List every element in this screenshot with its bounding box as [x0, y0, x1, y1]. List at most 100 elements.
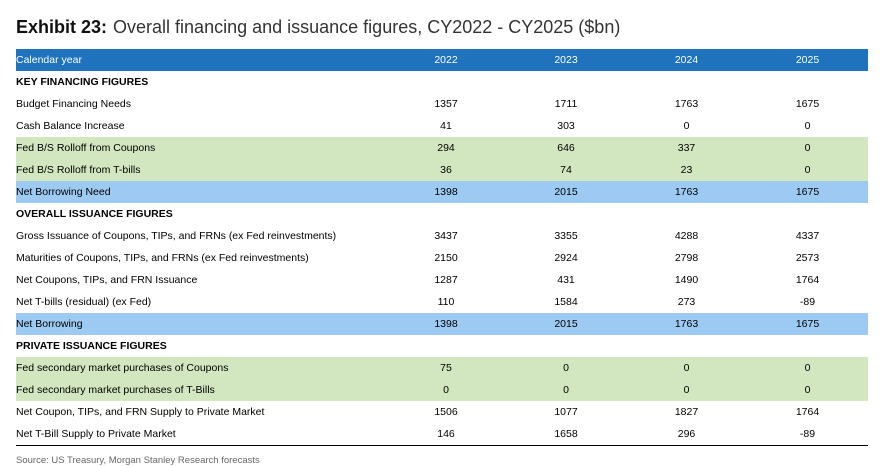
cell-2024: 273	[677, 296, 696, 308]
table-row: Net Coupons, TIPs, and FRN Issuance 1287 4…	[16, 269, 868, 291]
exhibit-subtitle: Overall financing and issuance figures, …	[113, 17, 621, 37]
cell-2023: 0	[563, 362, 569, 374]
cell-2023: 2015	[554, 186, 578, 198]
row-label: Fed B/S Rolloff from Coupons	[16, 142, 156, 154]
cell-2024: 1763	[674, 186, 699, 198]
cell-2025: -89	[799, 296, 816, 308]
cell-2023: 1711	[554, 98, 578, 110]
header-calendar-year: Calendar year	[16, 54, 82, 66]
cell-2023: 1658	[506, 423, 626, 446]
cell-2022: 1398	[434, 318, 458, 330]
cell-2024: 23	[680, 164, 693, 176]
row-label: Gross Issuance of Coupons, TIPs, and FRN…	[16, 230, 337, 242]
row-label: Maturities of Coupons, TIPs, and FRNs (e…	[16, 252, 309, 264]
cell-2023: 3355	[554, 230, 578, 242]
cell-2024: 337	[677, 142, 696, 154]
cell-2025: 2573	[795, 252, 820, 264]
table-row: Net T-Bill Supply to Private Market 146 16…	[16, 423, 868, 446]
table-row: Fed B/S Rolloff from T-bills 36 74 23 0	[16, 159, 868, 181]
table-row: Maturities of Coupons, TIPs, and FRNs (e…	[16, 247, 868, 269]
table-row: Net Borrowing Need 1398 2015 1763 1675	[16, 181, 868, 203]
cell-2024: 1763	[674, 98, 699, 110]
table-row: Gross Issuance of Coupons, TIPs, and FRN…	[16, 225, 868, 247]
cell-2024	[626, 71, 747, 93]
cell-2022: 1357	[434, 98, 458, 110]
table-header-row: Calendar year 2022 2023 2024 2025	[16, 49, 868, 71]
cell-2025: 0	[804, 142, 811, 154]
cell-2024: 1763	[674, 318, 699, 330]
row-label: Cash Balance Increase	[16, 120, 125, 132]
header-year-2023: 2023	[554, 54, 578, 66]
row-label: Budget Financing Needs	[16, 98, 131, 110]
table-row: Net Borrowing 1398 2015 1763 1675	[16, 313, 868, 335]
cell-2022	[386, 71, 506, 93]
cell-2025: 1675	[795, 186, 820, 198]
cell-2025: 1675	[795, 318, 820, 330]
cell-2024: 296	[626, 423, 747, 446]
cell-2025: 0	[804, 362, 811, 374]
cell-2024: 2798	[674, 252, 699, 264]
cell-2023: 1584	[554, 296, 578, 308]
cell-2022: 1506	[434, 406, 458, 418]
cell-2025: -89	[747, 423, 868, 446]
cell-2022: 75	[440, 362, 452, 374]
cell-2022	[386, 335, 506, 357]
table-row: Fed B/S Rolloff from Coupons 294 646 337 0	[16, 137, 868, 159]
cell-2025: 0	[804, 164, 811, 176]
cell-2022: 41	[440, 120, 452, 132]
section-header-row: PRIVATE ISSUANCE FIGURES	[16, 335, 868, 357]
cell-2022: 0	[443, 384, 449, 396]
cell-2022: 294	[437, 142, 455, 154]
cell-2023	[506, 335, 626, 357]
cell-2023	[506, 71, 626, 93]
source-note: Source: US Treasury, Morgan Stanley Rese…	[16, 455, 260, 466]
row-label: Net T-Bill Supply to Private Market	[16, 423, 386, 446]
cell-2024: 0	[683, 384, 690, 396]
cell-2023: 646	[557, 142, 575, 154]
cell-2024	[626, 335, 747, 357]
section-header-row: KEY FINANCING FIGURES	[16, 71, 868, 93]
table-row: Net Coupon, TIPs, and FRN Supply to Priv…	[16, 401, 868, 423]
cell-2025: 4337	[795, 230, 820, 242]
cell-2024: 4288	[674, 230, 699, 242]
cell-2022: 36	[440, 164, 452, 176]
cell-2025: 1764	[795, 406, 820, 418]
cell-2022: 110	[437, 296, 455, 308]
cell-2025: 0	[804, 384, 811, 396]
cell-2023: 0	[563, 384, 569, 396]
cell-2024: 1490	[674, 274, 699, 286]
cell-2022: 146	[386, 423, 506, 446]
cell-2023: 2015	[554, 318, 578, 330]
cell-2022: 1398	[434, 186, 458, 198]
row-label: Net Coupon, TIPs, and FRN Supply to Priv…	[16, 406, 265, 418]
table-row: Fed secondary market purchases of T-Bill…	[16, 379, 868, 401]
row-label: Net Borrowing	[16, 318, 83, 330]
cell-2025: 1764	[795, 274, 820, 286]
header-year-2025: 2025	[795, 54, 820, 66]
cell-2022: 1287	[434, 274, 458, 286]
row-label: Fed B/S Rolloff from T-bills	[16, 164, 141, 176]
row-label: Net Borrowing Need	[16, 186, 111, 198]
table-row: Budget Financing Needs 1357 1711 1763 1675	[16, 93, 868, 115]
cell-2023	[506, 203, 626, 225]
section-title: KEY FINANCING FIGURES	[16, 76, 149, 88]
cell-2024: 1827	[674, 406, 699, 418]
header-year-2022: 2022	[434, 54, 458, 66]
cell-2023: 303	[557, 120, 575, 132]
cell-2025: 1675	[795, 98, 820, 110]
cell-2023: 1077	[554, 406, 578, 418]
cell-2022: 2150	[434, 252, 458, 264]
cell-2025: 0	[804, 120, 811, 132]
cell-2022	[386, 203, 506, 225]
cell-2024	[626, 203, 747, 225]
row-label: Net T-bills (residual) (ex Fed)	[16, 296, 152, 308]
table-row: Net T-bills (residual) (ex Fed) 110 1584 27…	[16, 291, 868, 313]
financing-table: Calendar year 2022 2023 2024 2025 KEY FI…	[16, 49, 868, 446]
section-title: PRIVATE ISSUANCE FIGURES	[16, 340, 167, 352]
cell-2025	[747, 203, 868, 225]
exhibit-label: Exhibit 23:	[16, 17, 108, 37]
cell-2024: 0	[683, 120, 690, 132]
row-label: Fed secondary market purchases of T-Bill…	[16, 384, 215, 396]
cell-2025	[747, 71, 868, 93]
cell-2022: 3437	[434, 230, 458, 242]
